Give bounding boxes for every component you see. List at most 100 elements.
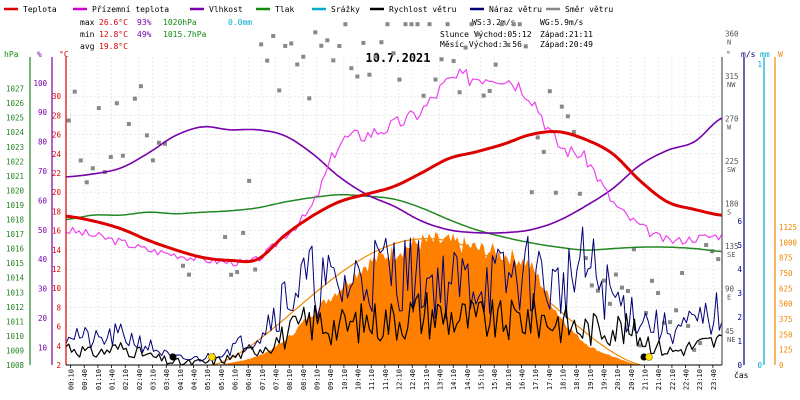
- stat-max-temp: 26.6°C: [99, 18, 128, 27]
- pressure-axis-tick-label: 1009: [6, 346, 24, 355]
- stat-max-hum: 93%: [137, 18, 152, 27]
- wind-dir-compass-label: NW: [727, 81, 736, 89]
- wind-dir-point: [253, 267, 258, 272]
- wind-dir-point: [277, 88, 282, 93]
- wind-dir-point: [704, 243, 709, 248]
- humidity-axis-tick-label: 90: [38, 108, 48, 117]
- stat-avg-temp: 19.8°C: [99, 42, 128, 51]
- wind-dir-point: [433, 77, 438, 82]
- x-tick-label: 18:10: [560, 369, 568, 390]
- wind-dir-point: [674, 308, 679, 313]
- wind-dir-point: [535, 135, 540, 140]
- wind-dir-point: [547, 89, 552, 94]
- pressure-axis-tick-label: 1025: [6, 114, 24, 123]
- wind-dir-point: [337, 44, 342, 49]
- rain-axis-tick-label: 1: [757, 60, 762, 69]
- x-tick-label: 00:40: [81, 369, 89, 390]
- wind-dir-point: [595, 288, 600, 293]
- humidity-axis-tick-label: 70: [38, 167, 48, 176]
- wind-dir-point: [475, 32, 480, 37]
- x-tick-label: 15:40: [491, 369, 499, 390]
- wind-dir-point: [223, 235, 228, 240]
- wind-dir-point: [499, 22, 504, 27]
- legend-label-2: Přízemní teplota: [92, 5, 169, 14]
- pressure-axis-tick-label: 1016: [6, 245, 25, 254]
- wind-dir-point: [451, 59, 456, 64]
- humidity-axis-tick-label: 20: [38, 314, 48, 323]
- temperature-axis-tick-label: 26: [52, 131, 62, 140]
- x-tick-label: 00:10: [68, 369, 76, 390]
- temperature-axis-tick-label: 2: [56, 361, 61, 370]
- moon-sun-markers: [169, 353, 653, 361]
- solar-axis-tick-label: 375: [779, 315, 793, 324]
- wind-dir-point: [409, 22, 414, 27]
- wind-dir-axis-tick-label: 225: [725, 157, 739, 166]
- x-tick-label: 11:40: [382, 369, 390, 390]
- wind-dir-point: [247, 178, 252, 183]
- wind-dir-point: [505, 42, 510, 47]
- pressure-axis-tick-label: 1011: [6, 317, 24, 326]
- wind-dir-point: [421, 93, 426, 98]
- wind-dir-point: [439, 57, 444, 62]
- x-tick-label: 19:10: [587, 369, 595, 390]
- temperature-axis-tick-label: 10: [52, 284, 62, 293]
- wind-dir-point: [319, 43, 324, 48]
- x-tick-label: 15:10: [478, 369, 486, 390]
- wind-dir-compass-label: N: [727, 39, 731, 47]
- stat-max-press: 1020hPa: [163, 18, 197, 27]
- wind-dir-point: [427, 22, 432, 27]
- wind-dir-point: [144, 133, 149, 138]
- temperature-axis-tick-label: 14: [52, 246, 62, 255]
- unit-mm: mm: [760, 50, 770, 59]
- temperature-axis-tick-label: 30: [52, 92, 62, 101]
- wind-dir-point: [180, 263, 185, 268]
- wind-dir-compass-label: E: [727, 294, 731, 302]
- x-tick-label: 06:10: [232, 369, 240, 390]
- pressure-axis-tick-label: 1027: [6, 85, 24, 94]
- sun-set-info: Západ:21:11: [540, 30, 593, 39]
- wind-dir-point: [162, 141, 167, 146]
- stat-avg-label: avg: [80, 42, 95, 51]
- pressure-axis-tick-label: 1023: [6, 143, 24, 152]
- wind-dir-point: [625, 288, 630, 293]
- wind-dir-point: [349, 66, 354, 71]
- wind-dir-point: [156, 140, 161, 145]
- moon-rise-info: Měsíc Východ:3:56: [440, 40, 522, 49]
- x-tick-label: 13:10: [423, 369, 431, 390]
- temperature-axis-tick-label: 18: [52, 207, 62, 216]
- x-tick-label: 06:40: [245, 369, 253, 390]
- wind-dir-point: [114, 101, 119, 106]
- pressure-axis-tick-label: 1026: [6, 99, 25, 108]
- wind-dir-point: [361, 40, 366, 45]
- x-tick-label: 04:40: [191, 369, 199, 390]
- moon-set-info: Západ:20:49: [540, 40, 593, 49]
- wind-dir-point: [577, 191, 582, 196]
- wind-dir-point: [692, 347, 697, 352]
- temperature-axis-tick-label: 28: [52, 111, 62, 120]
- wind-dir-point: [301, 54, 306, 59]
- wind-dir-point: [571, 129, 576, 134]
- wind-dir-point: [187, 272, 191, 277]
- wind-dir-point: [355, 74, 360, 79]
- x-tick-label: 08:10: [286, 369, 294, 390]
- x-tick-label: 07:40: [273, 369, 281, 390]
- temperature-axis-tick-label: 6: [56, 323, 61, 332]
- wind-dir-axis-tick-label: 135: [725, 242, 739, 251]
- wind-dir-point: [517, 22, 522, 27]
- legend-label-8: Směr větru: [565, 5, 613, 14]
- pressure-axis-tick-label: 1010: [6, 332, 25, 341]
- wind-dir-point: [307, 96, 312, 101]
- wind-dir-point: [613, 272, 618, 277]
- stat-min-temp: 12.8°C: [99, 30, 128, 39]
- unit-pct: %: [37, 50, 42, 59]
- pressure-axis-tick-label: 1020: [6, 186, 25, 195]
- wind-gust-info: WG:5.9m/s: [540, 18, 584, 27]
- unit-deg: °: [726, 50, 731, 59]
- temperature-axis-tick-label: 8: [56, 303, 61, 312]
- wind-dir-point: [481, 93, 486, 98]
- x-tick-label: 23:40: [710, 369, 718, 390]
- x-tick-label: 05:10: [204, 369, 212, 390]
- wind-dir-point: [698, 341, 703, 346]
- temperature-axis-tick-label: 22: [52, 169, 61, 178]
